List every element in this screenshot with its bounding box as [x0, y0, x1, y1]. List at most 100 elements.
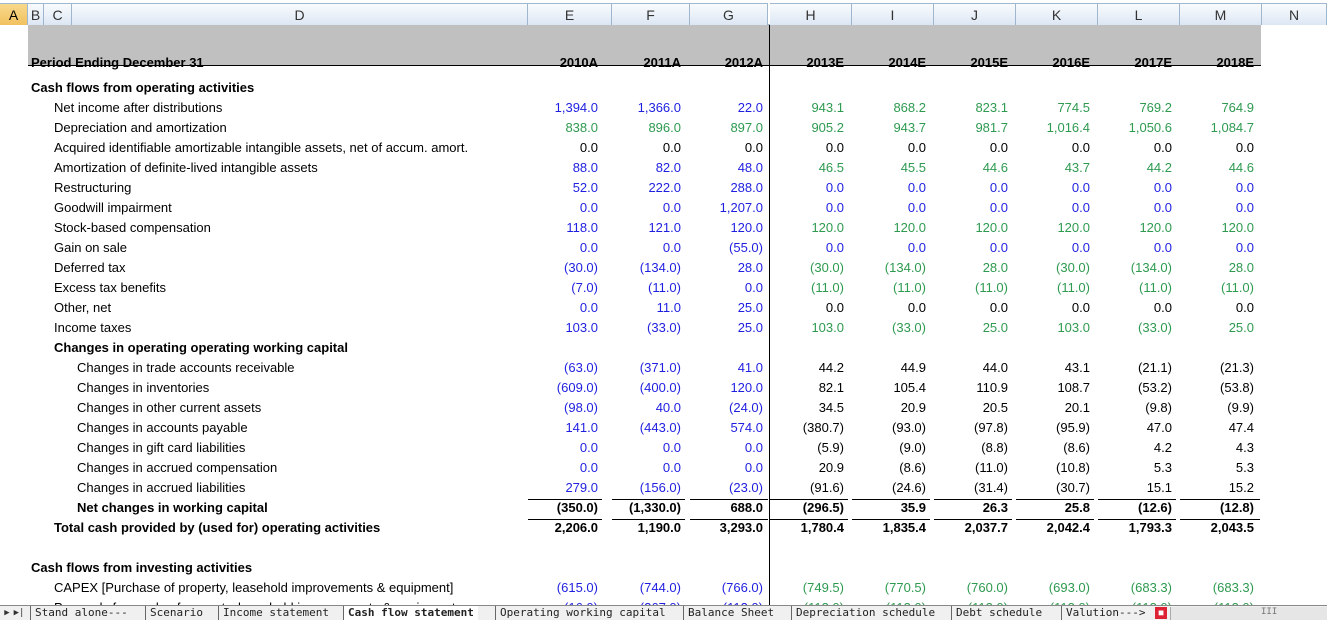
value-cell[interactable]: 20.1 [1064, 400, 1090, 415]
value-cell[interactable]: 943.7 [893, 120, 926, 135]
value-cell[interactable]: 0.0 [1153, 300, 1172, 315]
value-cell[interactable]: 0.0 [1153, 240, 1172, 255]
value-cell[interactable]: (31.4) [974, 480, 1008, 495]
value-cell[interactable]: 0.0 [1235, 180, 1254, 195]
value-cell[interactable]: (134.0) [884, 260, 926, 275]
value-cell[interactable]: 774.5 [1057, 100, 1090, 115]
value-cell[interactable]: 769.2 [1139, 100, 1172, 115]
sheet-tab[interactable]: Stand alone--- [30, 606, 132, 620]
value-cell[interactable]: 222.0 [648, 180, 681, 195]
value-cell[interactable]: (112.0) [683, 600, 763, 605]
value-cell[interactable]: (267.0) [601, 600, 681, 605]
value-cell[interactable]: (683.3) [1130, 580, 1172, 595]
value-cell[interactable]: (24.0) [729, 400, 763, 415]
value-cell[interactable]: 0.0 [744, 280, 763, 295]
value-cell[interactable]: (16.0) [518, 600, 598, 605]
value-cell[interactable]: 0.0 [579, 140, 598, 155]
value-cell[interactable]: (23.0) [729, 480, 763, 495]
value-cell[interactable]: (350.0) [556, 500, 598, 515]
value-cell[interactable]: (30.0) [564, 260, 598, 275]
value-cell[interactable]: 5.3 [1153, 460, 1172, 475]
value-cell[interactable]: 0.0 [989, 140, 1008, 155]
sheet-tab[interactable]: Balance Sheet [683, 606, 778, 620]
value-cell[interactable]: 11.0 [656, 300, 681, 315]
value-cell[interactable]: (8.6) [899, 460, 926, 475]
value-cell[interactable]: 0.0 [989, 240, 1008, 255]
value-cell[interactable]: (134.0) [639, 260, 681, 275]
value-cell[interactable]: 0.0 [825, 300, 844, 315]
value-cell[interactable]: (98.0) [564, 400, 598, 415]
value-cell[interactable]: 25.0 [1228, 320, 1254, 335]
column-header-j[interactable]: J [934, 3, 1016, 25]
value-cell[interactable]: 0.0 [1153, 180, 1172, 195]
value-cell[interactable]: (770.5) [884, 580, 926, 595]
value-cell[interactable]: (400.0) [639, 380, 681, 395]
value-cell[interactable]: 0.0 [1071, 140, 1090, 155]
value-cell[interactable]: 0.0 [662, 140, 681, 155]
column-header-m[interactable]: M [1180, 3, 1262, 25]
value-cell[interactable]: (93.0) [892, 420, 926, 435]
value-cell[interactable]: (95.9) [1056, 420, 1090, 435]
value-cell[interactable]: 0.0 [1153, 200, 1172, 215]
value-cell[interactable]: 0.0 [579, 460, 598, 475]
value-cell[interactable]: 28.0 [982, 260, 1008, 275]
value-cell[interactable]: 120.0 [730, 220, 763, 235]
value-cell[interactable]: 103.0 [1057, 320, 1090, 335]
value-cell[interactable]: 0.0 [1235, 240, 1254, 255]
value-cell[interactable]: (156.0) [639, 480, 681, 495]
value-cell[interactable]: 1,780.4 [800, 520, 844, 535]
value-cell[interactable]: (8.8) [981, 440, 1008, 455]
value-cell[interactable]: (11.0) [1139, 280, 1172, 295]
value-cell[interactable]: (683.3) [1212, 580, 1254, 595]
value-cell[interactable]: (112.0) [1174, 600, 1254, 605]
value-cell[interactable]: (443.0) [639, 420, 681, 435]
value-cell[interactable]: (615.0) [556, 580, 598, 595]
value-cell[interactable]: 2,037.7 [964, 520, 1008, 535]
value-cell[interactable]: 0.0 [907, 300, 926, 315]
value-cell[interactable]: 44.2 [1146, 160, 1172, 175]
value-cell[interactable]: 120.0 [1057, 220, 1090, 235]
value-cell[interactable]: 22.0 [737, 100, 763, 115]
value-cell[interactable]: (55.0) [729, 240, 763, 255]
value-cell[interactable]: 47.0 [1146, 420, 1172, 435]
value-cell[interactable]: 1,016.4 [1046, 120, 1090, 135]
value-cell[interactable]: 0.0 [907, 200, 926, 215]
value-cell[interactable]: (97.8) [974, 420, 1008, 435]
value-cell[interactable]: 0.0 [579, 300, 598, 315]
value-cell[interactable]: 0.0 [825, 180, 844, 195]
value-cell[interactable]: 943.1 [811, 100, 844, 115]
value-cell[interactable]: 0.0 [989, 180, 1008, 195]
value-cell[interactable]: (30.0) [1056, 260, 1090, 275]
value-cell[interactable]: 120.0 [730, 380, 763, 395]
value-cell[interactable]: 25.0 [737, 300, 763, 315]
value-cell[interactable]: (33.0) [892, 320, 926, 335]
value-cell[interactable]: (11.0) [893, 280, 926, 295]
value-cell[interactable]: 823.1 [975, 100, 1008, 115]
value-cell[interactable]: 838.0 [565, 120, 598, 135]
value-cell[interactable]: 1,835.4 [882, 520, 926, 535]
sheet-tab[interactable]: Operating working capital [495, 606, 670, 620]
value-cell[interactable]: 44.0 [982, 360, 1008, 375]
value-cell[interactable]: (53.2) [1138, 380, 1172, 395]
value-cell[interactable]: 0.0 [1071, 240, 1090, 255]
value-cell[interactable]: 288.0 [730, 180, 763, 195]
value-cell[interactable]: (24.6) [892, 480, 926, 495]
value-cell[interactable]: 0.0 [579, 240, 598, 255]
value-cell[interactable]: 1,394.0 [554, 100, 598, 115]
worksheet-grid[interactable]: Period Ending December 31 2010A 2011A 2012… [0, 25, 1327, 605]
value-cell[interactable]: 44.2 [818, 360, 844, 375]
value-cell[interactable]: 0.0 [1071, 200, 1090, 215]
value-cell[interactable]: (8.6) [1063, 440, 1090, 455]
sheet-tab[interactable]: Income statement [218, 606, 333, 620]
value-cell[interactable]: 28.0 [737, 260, 763, 275]
value-cell[interactable]: 0.0 [579, 200, 598, 215]
value-cell[interactable]: 0.0 [1153, 140, 1172, 155]
value-cell[interactable]: (11.0) [975, 280, 1008, 295]
value-cell[interactable]: (11.0) [975, 460, 1008, 475]
value-cell[interactable]: 41.0 [737, 360, 763, 375]
value-cell[interactable]: 110.9 [976, 380, 1008, 395]
value-cell[interactable]: 0.0 [825, 140, 844, 155]
column-header-g[interactable]: G [690, 3, 768, 25]
value-cell[interactable]: 0.0 [989, 200, 1008, 215]
value-cell[interactable]: 105.4 [893, 380, 926, 395]
